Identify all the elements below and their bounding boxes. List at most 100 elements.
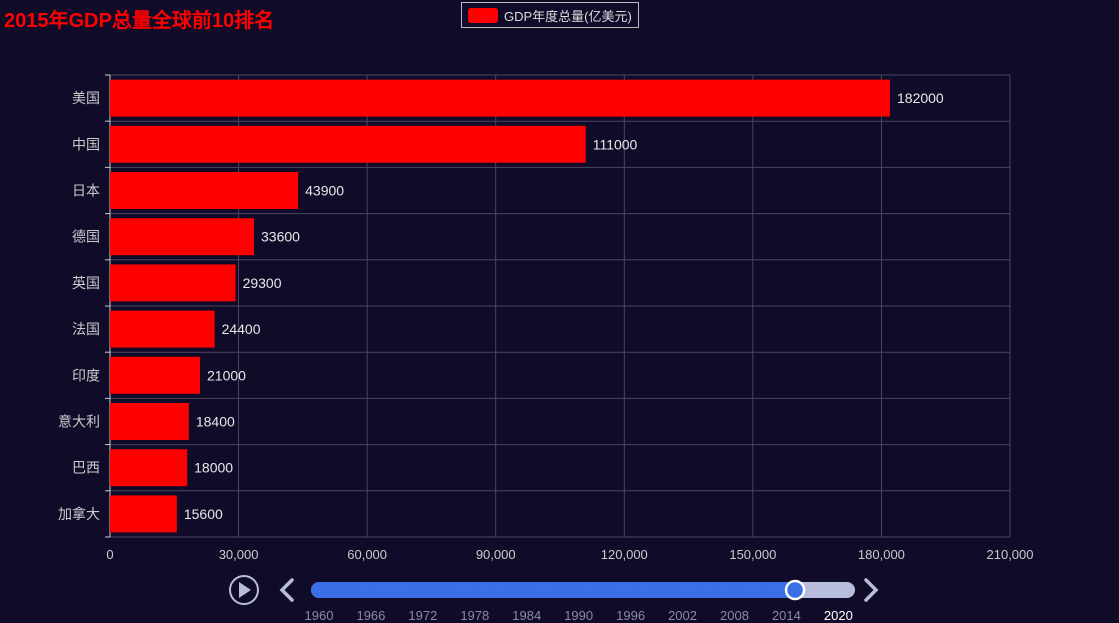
timeline-point[interactable] xyxy=(589,584,602,596)
bar[interactable] xyxy=(110,495,177,533)
timeline-label[interactable]: 2008 xyxy=(720,608,749,623)
timeline-label[interactable]: 1972 xyxy=(408,608,437,623)
timeline-point[interactable] xyxy=(442,584,455,596)
timeline-point[interactable] xyxy=(364,584,377,596)
timeline-label[interactable]: 2014 xyxy=(772,608,801,623)
timeline-point[interactable] xyxy=(356,584,369,596)
timeline-point[interactable] xyxy=(408,584,421,596)
timeline-point[interactable] xyxy=(650,584,663,596)
timeline-point[interactable] xyxy=(460,584,473,596)
legend[interactable]: GDP年度总量(亿美元) xyxy=(461,2,639,28)
timeline-point[interactable] xyxy=(676,584,689,596)
timeline-label[interactable]: 1996 xyxy=(616,608,645,623)
value-label: 182000 xyxy=(897,90,944,106)
timeline-point[interactable] xyxy=(832,584,845,596)
timeline-point[interactable] xyxy=(763,584,776,596)
bar[interactable] xyxy=(110,310,215,348)
timeline-point[interactable] xyxy=(477,584,490,596)
play-button[interactable] xyxy=(229,575,259,605)
x-tick-label: 30,000 xyxy=(219,547,259,562)
bar[interactable] xyxy=(110,125,586,163)
x-tick-label: 0 xyxy=(106,547,113,562)
timeline-point[interactable] xyxy=(737,584,750,596)
timeline-point[interactable] xyxy=(633,584,646,596)
category-label: 法国 xyxy=(72,321,100,337)
timeline-handle[interactable] xyxy=(784,579,806,601)
bar[interactable] xyxy=(110,449,188,487)
timeline-point[interactable] xyxy=(607,584,620,596)
timeline-point[interactable] xyxy=(823,584,836,596)
timeline-point[interactable] xyxy=(330,584,343,596)
bar[interactable] xyxy=(110,403,189,440)
timeline-label[interactable]: 1960 xyxy=(305,608,334,623)
timeline-point[interactable] xyxy=(685,584,698,596)
timeline-point[interactable] xyxy=(728,584,741,596)
timeline-point[interactable] xyxy=(841,584,853,596)
chevron-left-icon[interactable] xyxy=(279,578,294,602)
bar[interactable] xyxy=(110,172,299,209)
timeline-point[interactable] xyxy=(373,584,386,596)
timeline-point[interactable] xyxy=(503,584,516,596)
timeline-point[interactable] xyxy=(572,584,585,596)
bar[interactable] xyxy=(110,218,254,256)
timeline-point[interactable] xyxy=(382,584,395,596)
timeline-point[interactable] xyxy=(313,584,325,596)
timeline-point[interactable] xyxy=(771,584,784,596)
chevron-right-icon[interactable] xyxy=(864,578,879,602)
play-icon[interactable] xyxy=(239,582,251,598)
timeline-point[interactable] xyxy=(711,584,724,596)
timeline-point[interactable] xyxy=(598,584,611,596)
timeline-point[interactable] xyxy=(390,584,403,596)
timeline-point[interactable] xyxy=(564,584,577,596)
timeline-point[interactable] xyxy=(815,584,828,596)
value-label: 33600 xyxy=(261,229,300,245)
timeline-point[interactable] xyxy=(321,584,334,596)
timeline-point[interactable] xyxy=(416,584,429,596)
timeline-point[interactable] xyxy=(581,584,594,596)
bar[interactable] xyxy=(110,356,200,394)
category-label: 意大利 xyxy=(58,414,100,430)
timeline-point[interactable] xyxy=(641,584,654,596)
value-label: 15600 xyxy=(184,506,223,522)
timeline-point[interactable] xyxy=(338,584,351,596)
timeline-point[interactable] xyxy=(555,584,568,596)
timeline-point[interactable] xyxy=(806,584,819,596)
category-label: 巴西 xyxy=(72,460,100,476)
bar[interactable] xyxy=(110,79,890,117)
timeline-point[interactable] xyxy=(520,584,533,596)
timeline-point[interactable] xyxy=(667,584,680,596)
timeline-point[interactable] xyxy=(468,584,481,596)
timeline-point[interactable] xyxy=(425,584,438,596)
timeline-point[interactable] xyxy=(719,584,732,596)
timeline-point[interactable] xyxy=(486,584,499,596)
timeline-point[interactable] xyxy=(434,584,447,596)
timeline-label[interactable]: 1966 xyxy=(356,608,385,623)
timeline-label[interactable]: 1984 xyxy=(512,608,541,623)
timeline-label[interactable]: 2002 xyxy=(668,608,697,623)
timeline-point[interactable] xyxy=(512,584,525,596)
timeline-label[interactable]: 1978 xyxy=(460,608,489,623)
category-label: 美国 xyxy=(72,90,100,106)
timeline-point[interactable] xyxy=(702,584,715,596)
timeline-point[interactable] xyxy=(745,584,758,596)
timeline-point[interactable] xyxy=(659,584,672,596)
timeline-point[interactable] xyxy=(624,584,637,596)
value-label: 29300 xyxy=(243,275,282,291)
timeline-label[interactable]: 2020 xyxy=(824,608,853,623)
timeline-point[interactable] xyxy=(693,584,706,596)
timeline-point[interactable] xyxy=(615,584,628,596)
timeline-point[interactable] xyxy=(494,584,507,596)
timeline-point[interactable] xyxy=(451,584,464,596)
timeline-point[interactable] xyxy=(546,584,559,596)
legend-label: GDP年度总量(亿美元) xyxy=(504,8,632,24)
category-label: 德国 xyxy=(72,229,100,245)
timeline-point[interactable] xyxy=(399,584,412,596)
timeline-label[interactable]: 1990 xyxy=(564,608,593,623)
timeline-point[interactable] xyxy=(538,584,551,596)
timeline-point[interactable] xyxy=(754,584,767,596)
timeline-point[interactable] xyxy=(347,584,360,596)
bar[interactable] xyxy=(110,264,236,302)
value-label: 111000 xyxy=(593,136,638,152)
timeline-point[interactable] xyxy=(529,584,542,596)
